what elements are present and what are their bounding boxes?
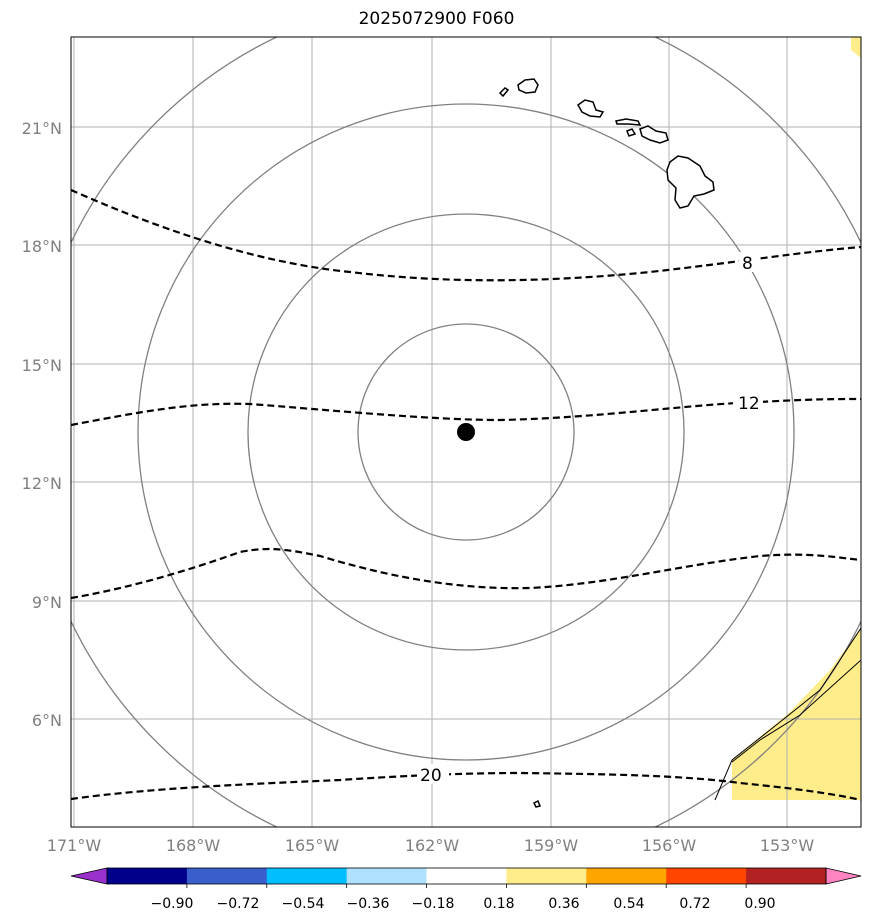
colorbar-frame bbox=[106, 867, 827, 885]
contour-label-12: 12 bbox=[738, 394, 760, 414]
contour-line-12 bbox=[71, 397, 861, 427]
island-maui bbox=[639, 125, 669, 144]
colorbar-segment bbox=[266, 868, 348, 884]
lat-tick-label: 6°N bbox=[32, 711, 62, 730]
longitude-axis: 171°W 168°W 165°W 162°W 159°W 156°W 153°… bbox=[47, 836, 815, 855]
colorbar-tick-label: −0.72 bbox=[217, 896, 260, 912]
lat-tick-label: 12°N bbox=[22, 474, 62, 493]
colorbar-tick-label: 0.18 bbox=[483, 896, 514, 912]
island-oahu bbox=[577, 99, 605, 118]
colorbar-tick-label: 0.90 bbox=[744, 896, 775, 912]
island-kauai bbox=[517, 78, 539, 94]
colorbar-segment bbox=[186, 868, 268, 884]
island-molokai bbox=[615, 118, 642, 126]
colorbar bbox=[70, 867, 862, 888]
lon-tick-label: 156°W bbox=[642, 836, 697, 855]
colorbar-segment bbox=[346, 868, 428, 884]
colorbar-segment bbox=[506, 868, 587, 884]
boundary-lines bbox=[714, 627, 861, 801]
lat-tick-label: 9°N bbox=[32, 593, 62, 612]
colorbar-tick-label: −0.54 bbox=[282, 896, 325, 912]
lat-tick-label: 21°N bbox=[22, 119, 62, 138]
colorbar-tick-label: −0.36 bbox=[347, 896, 390, 912]
lon-tick-label: 162°W bbox=[405, 836, 460, 855]
colorbar-tick-label: 0.36 bbox=[548, 896, 579, 912]
lat-tick-label: 18°N bbox=[22, 237, 62, 256]
colorbar-tick-labels: −0.90 −0.72 −0.54 −0.36 −0.18 0.18 0.36 … bbox=[151, 896, 776, 912]
colorbar-extend-high bbox=[825, 867, 862, 885]
lon-tick-label: 171°W bbox=[47, 836, 102, 855]
shaded-region-southeast bbox=[732, 628, 861, 800]
contour-label-20: 20 bbox=[420, 766, 442, 786]
map-frame bbox=[70, 36, 862, 828]
contour-line-20 bbox=[71, 771, 861, 802]
lon-tick-label: 165°W bbox=[285, 836, 340, 855]
storm-center-marker[interactable] bbox=[457, 423, 475, 441]
colorbar-segment bbox=[666, 868, 747, 884]
latitude-axis: 21°N 18°N 15°N 12°N 9°N 6°N bbox=[22, 119, 62, 730]
island-hawaii bbox=[666, 155, 715, 209]
colorbar-tick-label: −0.18 bbox=[412, 896, 455, 912]
island-lanai bbox=[626, 128, 637, 137]
gridlines bbox=[71, 37, 861, 827]
range-rings bbox=[71, 37, 861, 827]
colorbar-segment bbox=[586, 868, 667, 884]
colorbar-tick-label: −0.90 bbox=[151, 896, 194, 912]
colorbar-segment bbox=[746, 868, 827, 884]
lon-tick-label: 153°W bbox=[760, 836, 815, 855]
map-title: 2025072900 F060 bbox=[358, 9, 515, 29]
lon-tick-label: 159°W bbox=[524, 836, 579, 855]
contour-label-8: 8 bbox=[742, 254, 753, 274]
lon-tick-label: 168°W bbox=[166, 836, 221, 855]
lat-tick-label: 15°N bbox=[22, 356, 62, 375]
colorbar-segment bbox=[107, 868, 188, 884]
island-johnston bbox=[532, 799, 542, 808]
colorbar-tick-label: 0.72 bbox=[679, 896, 710, 912]
coastlines-hawaii bbox=[498, 78, 715, 808]
colorbar-segment bbox=[426, 868, 507, 884]
contour-line-mid bbox=[71, 547, 861, 600]
range-ring bbox=[357, 323, 575, 541]
colorbar-extend-low bbox=[70, 867, 108, 885]
map-area[interactable]: 8 12 20 bbox=[28, 0, 873, 870]
range-ring bbox=[137, 103, 795, 761]
colorbar-tick-label: 0.54 bbox=[613, 896, 644, 912]
range-ring bbox=[247, 213, 685, 651]
shaded-region-northeast bbox=[851, 37, 861, 58]
island-niihau bbox=[498, 87, 510, 98]
